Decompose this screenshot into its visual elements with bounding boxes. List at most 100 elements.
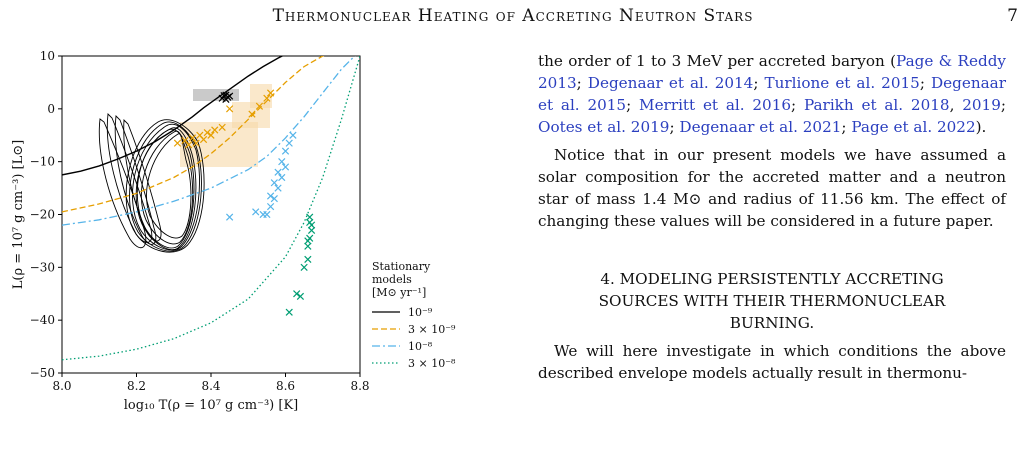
marker-blue bbox=[285, 139, 293, 147]
marker-black bbox=[220, 92, 228, 100]
citation-link[interactable]: 2019 bbox=[962, 96, 1001, 114]
plot-series bbox=[62, 56, 360, 361]
y-tick-label: 0 bbox=[47, 102, 55, 116]
citation-link[interactable]: Ootes et al. 2019 bbox=[538, 118, 670, 136]
paragraph-text: ; bbox=[753, 74, 765, 92]
series-line-2 bbox=[62, 56, 356, 226]
marker-green bbox=[307, 221, 316, 229]
track-loop bbox=[146, 133, 192, 239]
legend-title: Stationary bbox=[372, 260, 431, 273]
marker-green bbox=[304, 255, 312, 264]
paragraph-text: ; bbox=[626, 96, 640, 114]
paragraph-assumptions: Notice that in our present models we hav… bbox=[538, 146, 1006, 230]
y-axis-label: L(ρ = 10⁷ g cm⁻³) [L⊙] bbox=[11, 140, 26, 289]
x-tick-label: 8.6 bbox=[276, 379, 295, 393]
track-excursion bbox=[106, 113, 153, 243]
y-tick-label: 10 bbox=[40, 49, 55, 63]
page-number: 7 bbox=[1007, 6, 1018, 26]
citation-link[interactable]: Degenaar et al. 2015 bbox=[538, 74, 1006, 114]
marker-orange bbox=[218, 123, 226, 131]
y-tick-label: −20 bbox=[30, 208, 55, 222]
x-axis-label: log₁₀ T(ρ = 10⁷ g cm⁻³) [K] bbox=[124, 398, 298, 413]
luminosity-temperature-chart: 8.0 8.2 8.4 8.6 8.8 −50 −40 −30 −20 −10 0 10 log₁₀ T… bbox=[11, 49, 456, 413]
marker-blue bbox=[289, 131, 297, 139]
citation-link[interactable]: Merritt et al. 2016 bbox=[639, 96, 792, 114]
marker-orange bbox=[248, 110, 256, 118]
x-tick-label: 8.8 bbox=[350, 379, 369, 393]
paragraph-text: , bbox=[949, 96, 963, 114]
paragraph-text: ; bbox=[841, 118, 852, 136]
section-heading-line: BURNING. bbox=[729, 314, 815, 332]
marker-green bbox=[304, 237, 312, 245]
citation-link[interactable]: Degenaar et al. 2014 bbox=[587, 74, 754, 92]
marker-black bbox=[222, 95, 230, 103]
marker-blue bbox=[281, 163, 290, 171]
marker-green bbox=[293, 290, 301, 298]
legend-entry-1: 3 × 10⁻⁹ bbox=[408, 323, 456, 336]
section-heading-line: 4. MODELING PERSISTENTLY ACCRETING bbox=[600, 270, 944, 288]
citation-link[interactable]: Parikh et al. 2018 bbox=[803, 96, 950, 114]
track-loop bbox=[125, 119, 205, 253]
paragraph-text: ; bbox=[576, 74, 588, 92]
marker-orange bbox=[188, 134, 196, 142]
marker-green bbox=[296, 292, 305, 301]
plot-axes: 8.0 8.2 8.4 8.6 8.8 −50 −40 −30 −20 −10 0 10 log₁₀ T… bbox=[11, 49, 370, 413]
legend-title: models bbox=[372, 273, 412, 286]
marker-orange bbox=[203, 128, 211, 137]
x-tick-label: 8.2 bbox=[127, 379, 146, 393]
text-column: the order of 1 to 3 MeV per accreted bar… bbox=[538, 50, 1006, 384]
marker-blue bbox=[278, 173, 286, 182]
marker-blue bbox=[270, 195, 278, 203]
citation-link[interactable]: Turlione et al. 2015 bbox=[764, 74, 920, 92]
marker-orange bbox=[192, 139, 200, 147]
series-line-0 bbox=[62, 56, 284, 176]
series-line-1 bbox=[62, 56, 325, 213]
y-tick-label: −30 bbox=[30, 260, 55, 274]
paragraph-text: ; bbox=[791, 96, 804, 114]
running-title: Thermonuclear Heating of Accreting Neutr… bbox=[272, 6, 754, 26]
marker-orange bbox=[255, 102, 264, 110]
marker-orange bbox=[263, 94, 271, 102]
track-excursion bbox=[123, 118, 162, 242]
citation-link[interactable]: Page et al. 2022 bbox=[851, 118, 976, 136]
plot-markers bbox=[173, 89, 316, 316]
legend-title: [M⊙ yr⁻¹] bbox=[372, 286, 426, 299]
paragraph-intro: We will here investigate in which condit… bbox=[538, 342, 1006, 382]
marker-blue bbox=[278, 158, 286, 166]
marker-blue bbox=[259, 210, 267, 219]
citation-link[interactable]: Page & Reddy 2013 bbox=[538, 52, 1006, 92]
marker-orange bbox=[211, 126, 219, 134]
citation-link[interactable]: Degenaar et al. 2021 bbox=[679, 118, 842, 136]
marker-orange bbox=[266, 89, 275, 97]
marker-orange bbox=[185, 141, 193, 149]
paragraph-text: ). bbox=[975, 118, 987, 136]
legend-entry-2: 10⁻⁸ bbox=[408, 340, 433, 353]
section-heading: 4. MODELING PERSISTENTLY ACCRETING SOURC… bbox=[538, 268, 1006, 334]
marker-blue bbox=[226, 213, 234, 221]
marker-orange bbox=[226, 105, 234, 113]
track-loop bbox=[140, 130, 194, 245]
paragraph-text: ; bbox=[919, 74, 931, 92]
y-tick-label: −10 bbox=[30, 155, 55, 169]
x-tick-label: 8.4 bbox=[201, 379, 220, 393]
paragraph-text: ; bbox=[669, 118, 680, 136]
plot-area bbox=[61, 55, 361, 374]
marker-blue bbox=[281, 147, 290, 155]
marker-blue bbox=[270, 179, 278, 187]
marker-orange bbox=[173, 139, 182, 147]
marker-green bbox=[304, 242, 312, 250]
section-heading-line: SOURCES WITH THEIR THERMONUCLEAR bbox=[598, 292, 946, 310]
track-excursion bbox=[98, 118, 147, 249]
marker-blue bbox=[266, 192, 275, 200]
y-tick-label: −50 bbox=[30, 366, 55, 380]
figure: 8.0 8.2 8.4 8.6 8.8 −50 −40 −30 −20 −10 0 10 log₁₀ T… bbox=[0, 34, 500, 434]
page-header: Thermonuclear Heating of Accreting Neutr… bbox=[0, 0, 1026, 34]
marker-blue bbox=[266, 202, 275, 211]
track-excursion bbox=[114, 115, 157, 245]
legend-entry-3: 3 × 10⁻⁸ bbox=[408, 357, 456, 370]
marker-orange bbox=[199, 135, 208, 144]
marker-green bbox=[300, 263, 308, 271]
marker-blue bbox=[252, 208, 260, 216]
marker-blue bbox=[274, 168, 282, 176]
